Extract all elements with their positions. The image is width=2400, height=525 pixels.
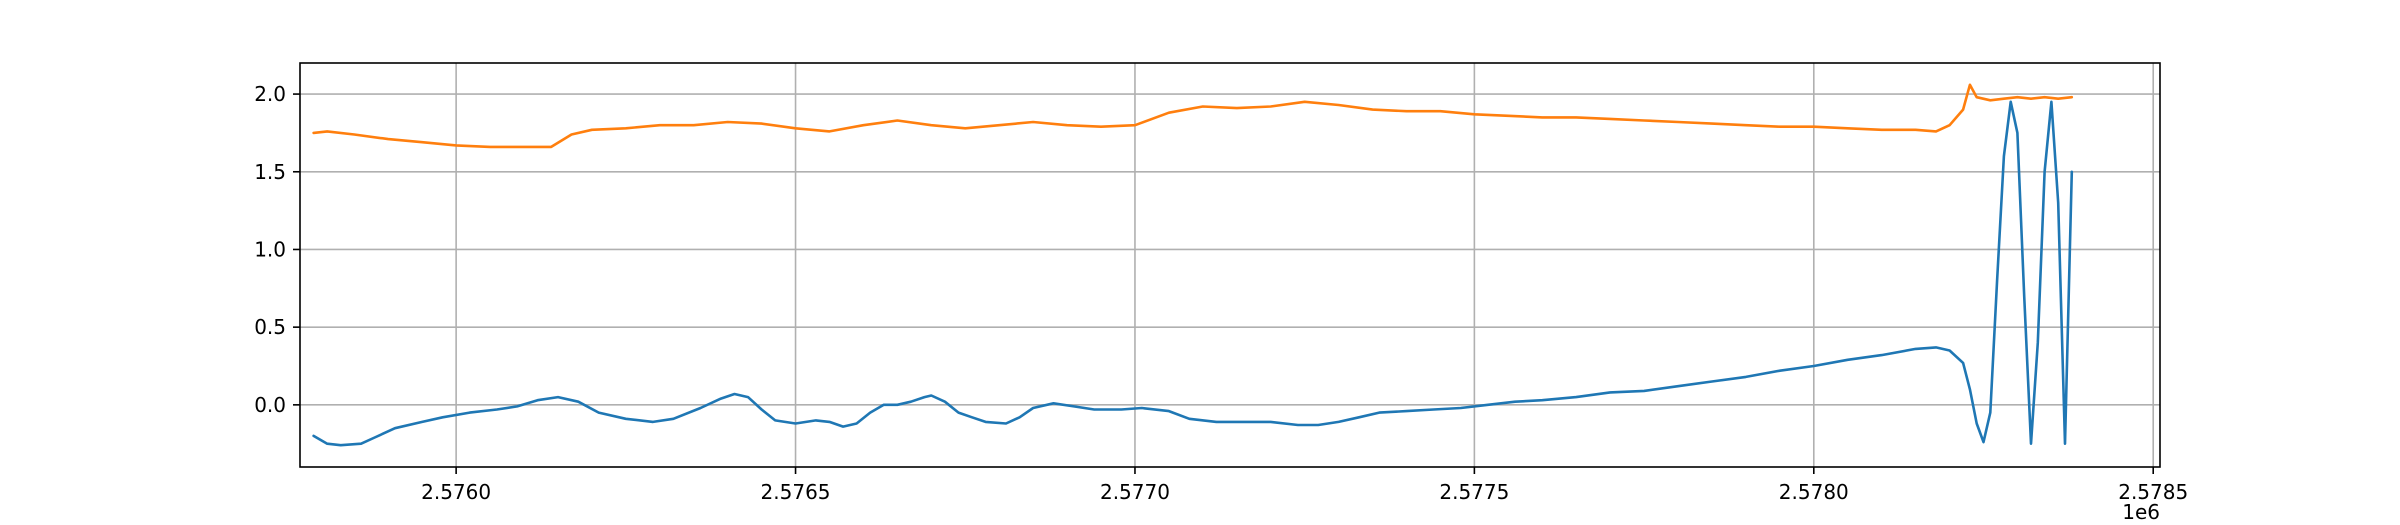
series-line-1 — [312, 100, 2074, 447]
series-lines — [312, 83, 2074, 447]
x-tick-label: 2.5785 — [2118, 480, 2188, 504]
y-tick-label: 1.0 — [254, 237, 286, 261]
x-tick-label: 2.5780 — [1779, 480, 1849, 504]
y-tick-label: 2.0 — [254, 82, 286, 106]
x-tick-label: 2.5760 — [421, 480, 491, 504]
axis-ticks: 2.5760 2.5765 2.5770 2.5775 2.5780 2.5785 0.0 0… — [254, 82, 2188, 504]
y-tick-label: 0.5 — [254, 315, 286, 339]
axes-frame — [299, 62, 2161, 468]
grid-lines — [300, 63, 2160, 467]
x-axis-offset-label: 1e6 — [2122, 500, 2160, 524]
series-line-2 — [312, 83, 2074, 149]
y-tick-label: 1.5 — [254, 160, 286, 184]
x-tick-label: 2.5765 — [761, 480, 831, 504]
x-tick-label: 2.5770 — [1100, 480, 1170, 504]
y-tick-label: 0.0 — [254, 393, 286, 417]
x-tick-label: 2.5775 — [1439, 480, 1509, 504]
